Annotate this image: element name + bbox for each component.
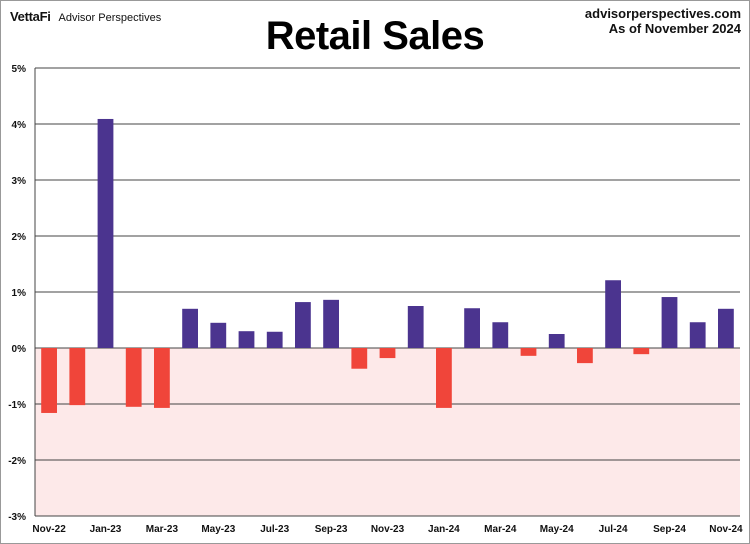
x-tick-label: Sep-24 (653, 524, 686, 535)
x-tick-label: Jul-24 (599, 524, 628, 535)
x-tick-label: Sep-23 (315, 524, 348, 535)
y-tick-label: 1% (12, 288, 27, 299)
bar-oct-23 (351, 348, 368, 369)
bar-nov-24 (718, 308, 734, 348)
x-tick-label: Mar-23 (146, 524, 179, 535)
site-url: advisorperspectives.com (584, 6, 741, 21)
source-info: advisorperspectives.com As of November 2… (585, 6, 741, 36)
y-tick-label: 0% (12, 344, 27, 355)
x-tick-label: Jul-23 (260, 524, 289, 535)
y-tick-label: 4% (12, 120, 27, 131)
x-tick-label: Mar-24 (484, 524, 517, 535)
bar-jun-23 (238, 331, 255, 348)
bar-feb-23 (125, 348, 142, 407)
y-tick-label: 3% (12, 176, 27, 187)
x-tick-label: May-24 (540, 524, 574, 535)
bar-nov-23 (379, 348, 396, 359)
brand-logo: VettaFi Advisor Perspectives (10, 9, 161, 24)
bar-may-24 (548, 334, 565, 348)
y-tick-label: 2% (12, 232, 27, 243)
bar-apr-23 (182, 308, 198, 348)
x-tick-label: Nov-22 (32, 524, 66, 535)
bar-mar-24 (492, 322, 509, 348)
brand-subtitle: Advisor Perspectives (58, 12, 162, 24)
x-tick-label: Nov-23 (371, 524, 405, 535)
x-tick-label: May-23 (201, 524, 235, 535)
bar-dec-22 (69, 348, 86, 406)
bar-aug-24 (633, 348, 650, 355)
x-tick-label: Jan-24 (428, 524, 460, 535)
y-tick-label: -3% (8, 512, 26, 523)
bar-jan-24 (436, 348, 452, 408)
y-tick-label: -1% (8, 400, 26, 411)
bar-jan-23 (97, 118, 114, 349)
y-tick-label: 5% (12, 64, 27, 75)
bar-nov-22 (41, 348, 57, 413)
y-tick-label: -2% (8, 456, 26, 467)
x-tick-label: Nov-24 (709, 524, 743, 535)
brand-name: VettaFi (10, 9, 51, 24)
bar-mar-23 (154, 348, 170, 408)
x-tick-label: Jan-23 (90, 524, 122, 535)
chart-title: Retail Sales (265, 14, 485, 58)
bar-jul-23 (266, 331, 283, 348)
bar-jul-24 (605, 280, 621, 348)
bar-sep-24 (661, 297, 678, 348)
negative-zone (35, 348, 740, 516)
bar-oct-24 (689, 322, 706, 348)
bar-sep-23 (323, 299, 339, 348)
bar-may-23 (210, 322, 227, 348)
bar-jun-24 (577, 348, 593, 364)
bar-aug-23 (295, 302, 311, 348)
bar-dec-23 (407, 306, 424, 348)
bar-feb-24 (464, 308, 480, 348)
bar-apr-24 (520, 348, 537, 356)
as-of-date: As of November 2024 (608, 21, 741, 36)
